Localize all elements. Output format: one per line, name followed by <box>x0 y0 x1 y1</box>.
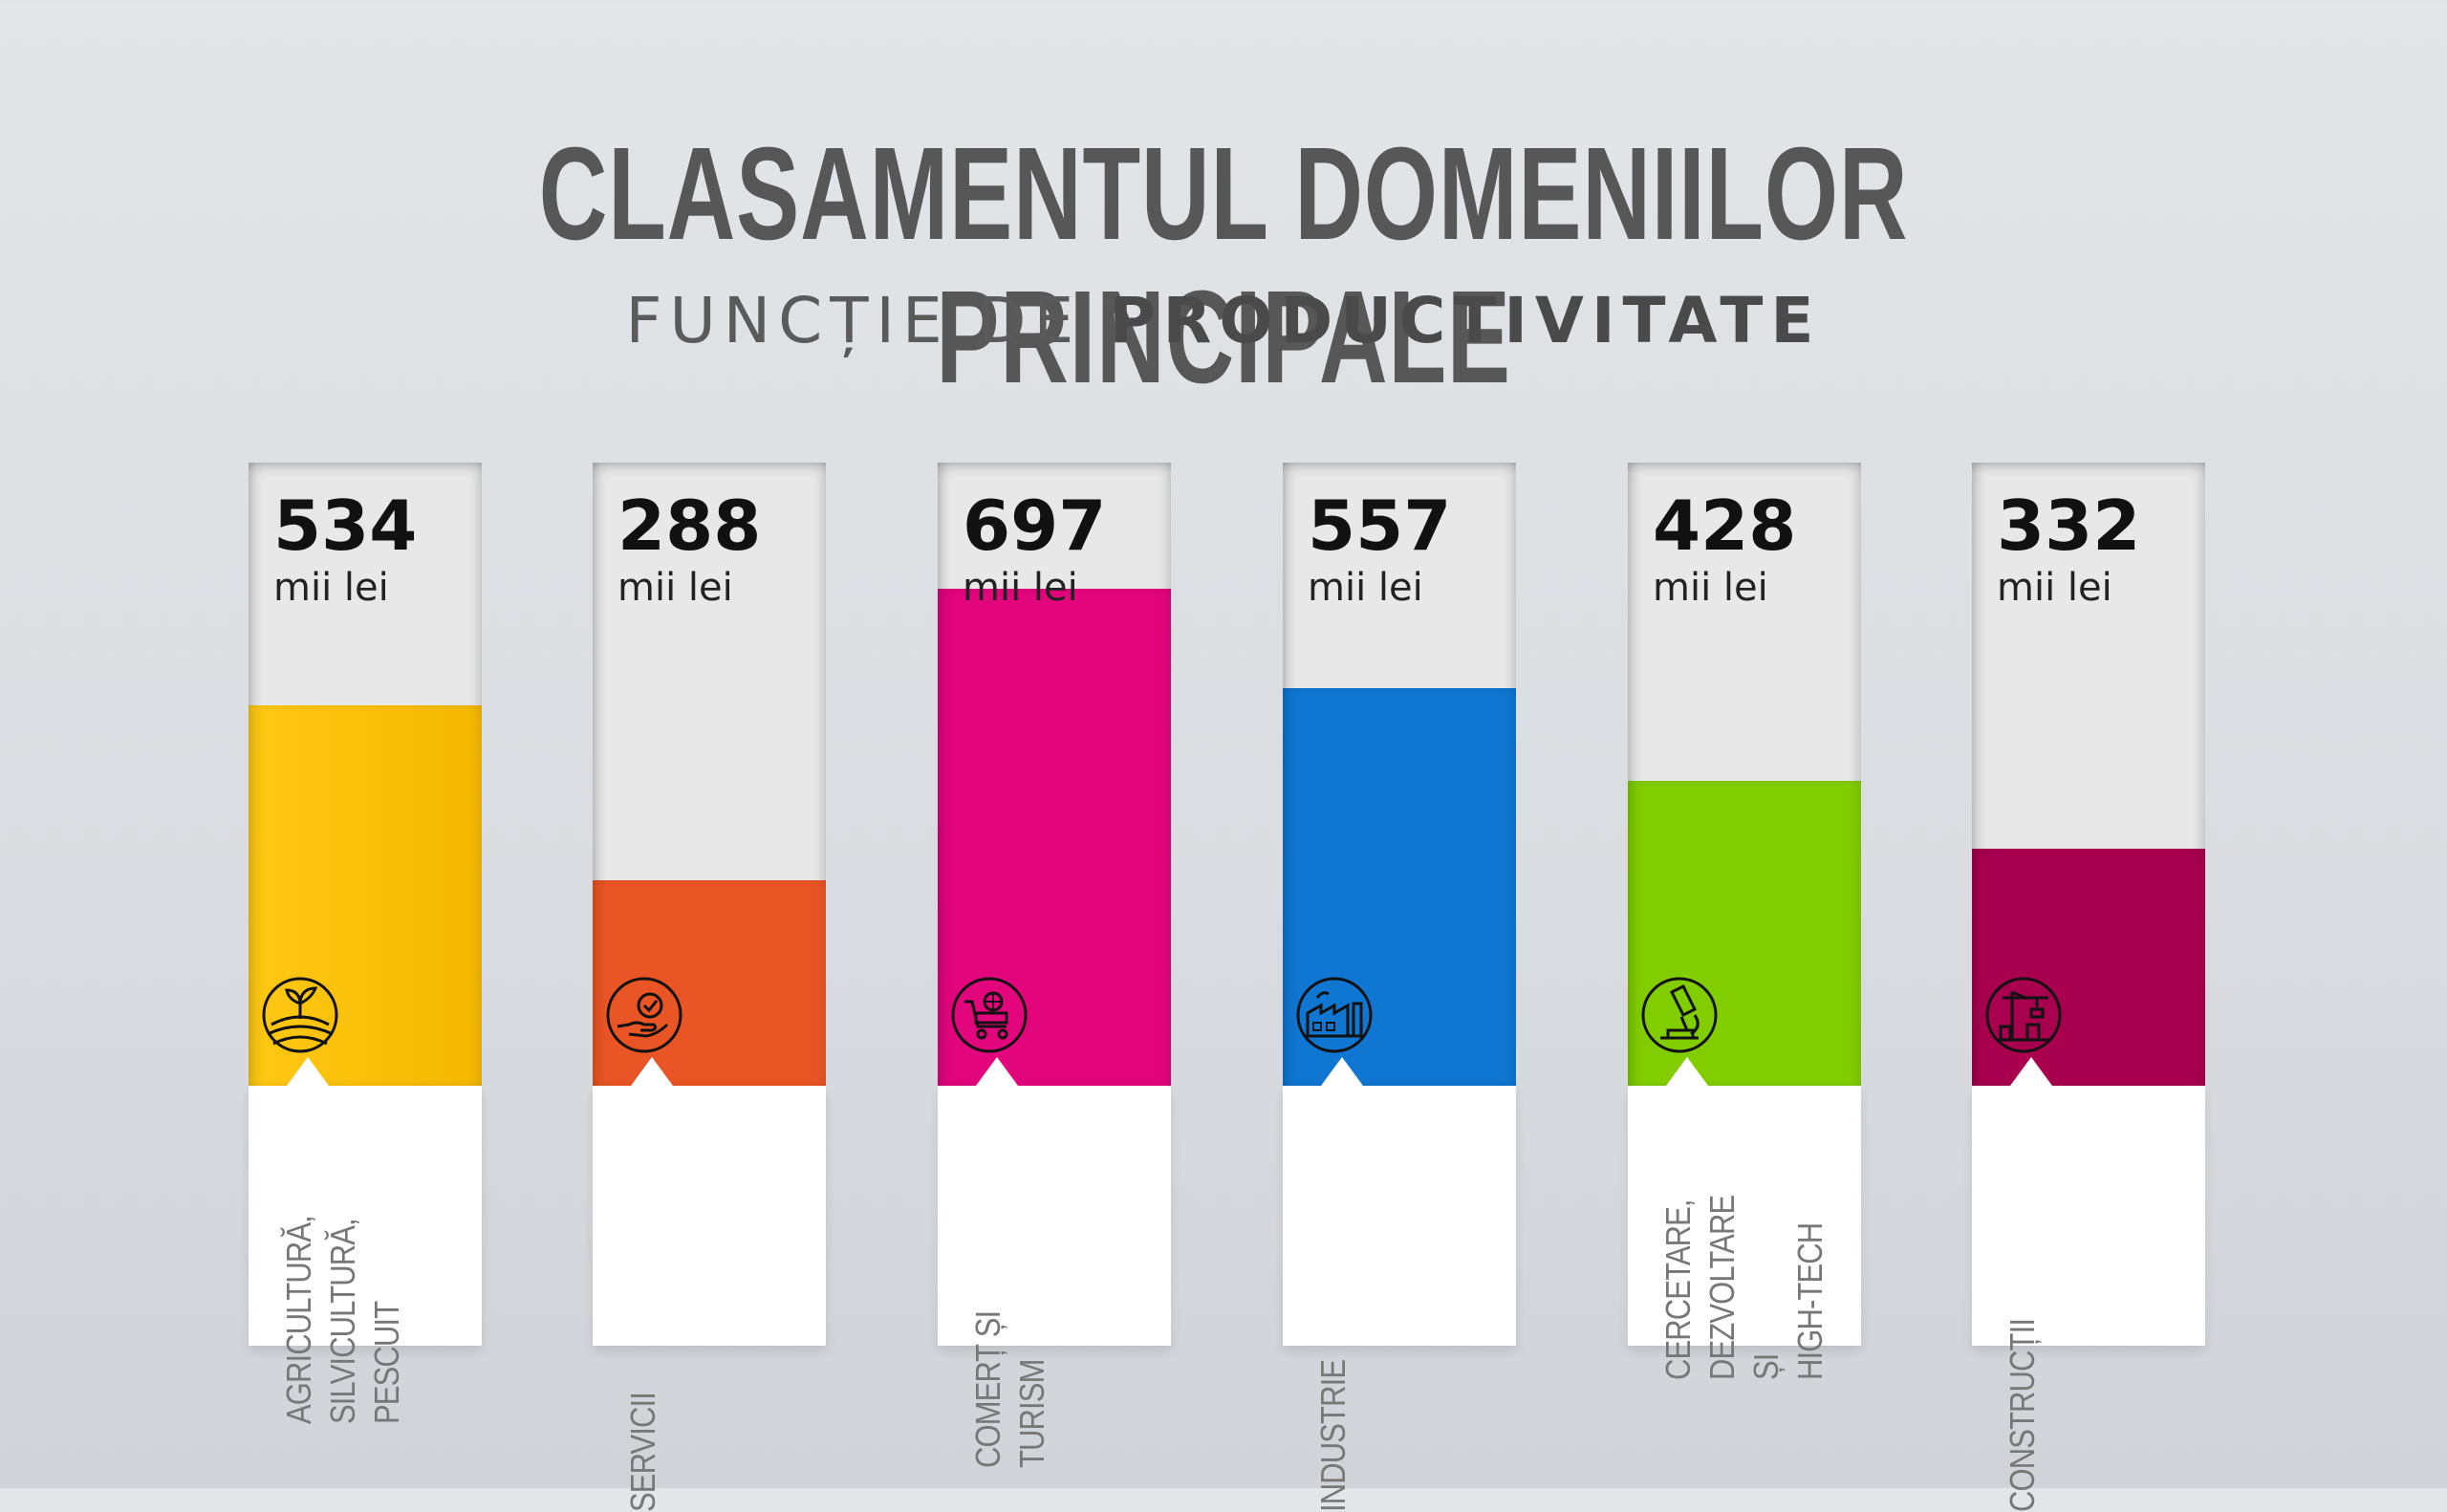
factory-icon <box>1296 977 1373 1053</box>
category-card: Cercetare, Dezvoltare și High-Tech <box>1628 1057 1861 1380</box>
bar-column: 428 mii lei Cercetare, Dezvoltare și High-… <box>1628 463 1861 1380</box>
chart-subtitle: FUNCȚIE DE PRODUCTIVITATE <box>0 283 2447 359</box>
data-label-value: 332 <box>1997 486 2141 566</box>
bar-column: 534 mii lei Agricultură, Silvicultură, Pes… <box>249 463 482 1424</box>
category-label-text: Comerț și Turism <box>968 1310 1051 1468</box>
crane-icon <box>1985 977 2062 1053</box>
data-label-unit: mii lei <box>273 566 389 610</box>
category-label: Comerț și Turism <box>966 1239 1054 1468</box>
microscope-icon <box>1641 977 1718 1053</box>
category-card: Servicii <box>593 1057 826 1512</box>
bar-column: 697 mii lei Comerț și Turism <box>938 463 1171 1468</box>
bar-fill <box>938 589 1171 1086</box>
hand-service-icon <box>606 977 682 1053</box>
data-label-unit: mii lei <box>1308 566 1423 610</box>
category-label-text: Construcții <box>2003 1318 2042 1512</box>
bar-fill <box>1972 849 2205 1086</box>
category-label: Cercetare, Dezvoltare și High-Tech <box>1657 1151 1832 1380</box>
pointer-notch <box>631 1057 673 1086</box>
pointer-notch <box>2010 1057 2052 1086</box>
data-label-unit: mii lei <box>1653 566 1768 610</box>
pointer-notch <box>287 1057 329 1086</box>
data-label-unit: mii lei <box>617 566 733 610</box>
chart-title: CLASAMENTUL DOMENIILOR PRINCIPALE <box>538 120 1909 411</box>
data-label-value: 534 <box>273 486 418 566</box>
pointer-notch <box>1666 1057 1708 1086</box>
pointer-notch <box>976 1057 1018 1086</box>
category-label: Servicii <box>621 1283 665 1512</box>
category-label-text: Servicii <box>623 1392 662 1512</box>
category-card: Comerț și Turism <box>938 1057 1171 1468</box>
category-card: Agricultură, Silvicultură, Pescuit <box>249 1057 482 1424</box>
category-label: Industrie <box>1311 1283 1355 1512</box>
data-label-unit: mii lei <box>1997 566 2112 610</box>
category-label: Agricultură, Silvicultură, Pescuit <box>277 1195 409 1424</box>
data-label-value: 428 <box>1653 486 1797 566</box>
data-label-value: 557 <box>1308 486 1452 566</box>
category-label-text: Agricultură, Silvicultură, Pescuit <box>279 1216 406 1424</box>
subtitle-bold: PRODUCTIVITATE <box>1109 284 1822 357</box>
category-card: Industrie <box>1283 1057 1516 1512</box>
data-label-value: 288 <box>617 486 762 566</box>
category-label: Construcții <box>2001 1283 2045 1512</box>
data-label-unit: mii lei <box>963 566 1078 610</box>
category-card: Construcții <box>1972 1057 2205 1512</box>
bar-fill <box>593 880 826 1086</box>
plant-field-icon <box>262 977 338 1053</box>
bar-column: 288 mii lei Servicii <box>593 463 826 1512</box>
category-label-text: Cercetare, Dezvoltare și High-Tech <box>1658 1195 1830 1380</box>
bar-column: 557 mii lei Industrie <box>1283 463 1516 1512</box>
subtitle-light: FUNCȚIE DE <box>625 284 1082 357</box>
bar-fill <box>1283 688 1516 1086</box>
data-label-value: 697 <box>963 486 1107 566</box>
pointer-notch <box>1321 1057 1363 1086</box>
category-label-text: Industrie <box>1313 1359 1353 1512</box>
bar-fill <box>249 705 482 1086</box>
bar-column: 332 mii lei Construcții <box>1972 463 2205 1512</box>
shopping-cart-globe-icon <box>951 977 1028 1053</box>
